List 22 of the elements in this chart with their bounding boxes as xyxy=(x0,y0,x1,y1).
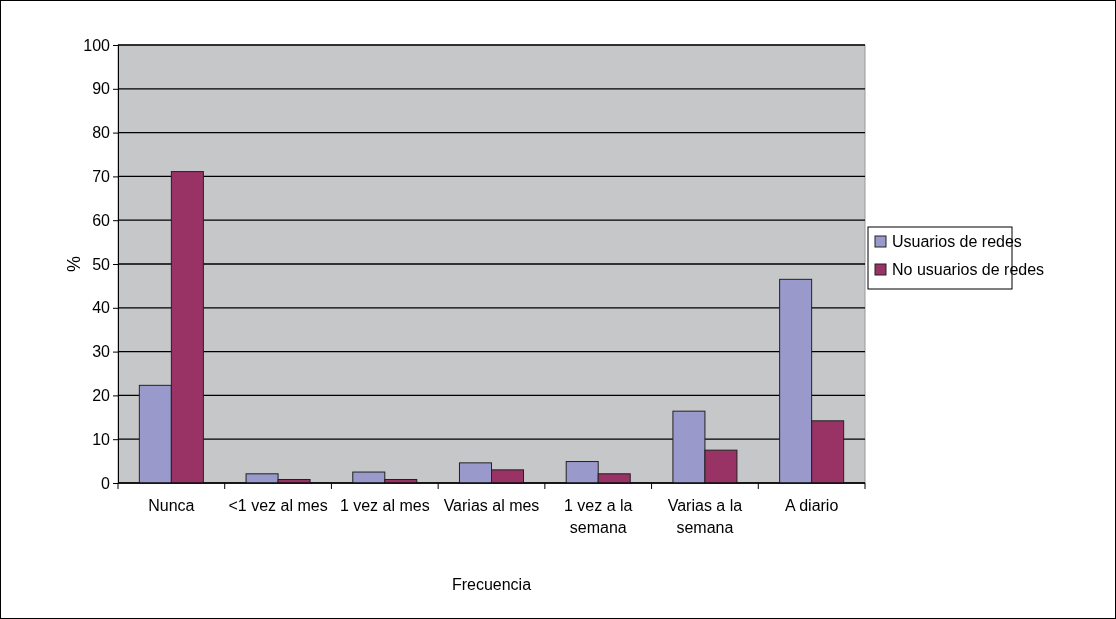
x-tick-label: 1 vez al mes xyxy=(339,497,430,514)
y-tick-label: 20 xyxy=(92,387,111,405)
x-axis-title: Frecuencia xyxy=(451,576,532,593)
x-tick-label: <1 vez al mes xyxy=(228,497,328,514)
legend-label: Usuarios de redes xyxy=(892,233,1022,250)
y-tick-label: 100 xyxy=(83,36,111,54)
y-tick-label: 40 xyxy=(92,299,111,317)
x-tick-label: A diario xyxy=(784,497,839,514)
y-tick-label: 0 xyxy=(101,474,111,492)
y-tick-label: 70 xyxy=(92,168,111,186)
x-tick-label: 1 vez a la semana xyxy=(563,497,633,536)
x-tick-label: Nunca xyxy=(148,497,195,514)
y-tick-label: 50 xyxy=(92,255,111,273)
y-tick-label: 80 xyxy=(92,124,111,142)
x-tick-label: Varias al mes xyxy=(443,497,540,514)
y-tick-label: 90 xyxy=(92,80,111,98)
legend-label: No usuarios de redes xyxy=(892,261,1045,278)
y-tick-label: 30 xyxy=(92,343,111,361)
y-tick-label: 10 xyxy=(92,430,111,448)
y-tick-label: 60 xyxy=(92,211,111,229)
y-axis-title: % xyxy=(64,255,84,273)
x-tick-label: Varias a la semana xyxy=(667,497,743,536)
